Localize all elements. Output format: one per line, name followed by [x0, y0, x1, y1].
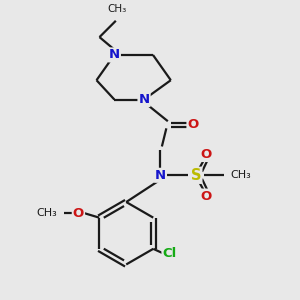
Text: CH₃: CH₃ — [230, 170, 251, 180]
Text: S: S — [191, 168, 201, 183]
Text: N: N — [155, 169, 166, 182]
Text: CH₃: CH₃ — [108, 4, 127, 14]
Text: CH₃: CH₃ — [37, 208, 58, 218]
Text: O: O — [201, 148, 212, 161]
Text: N: N — [109, 48, 120, 62]
Text: N: N — [139, 93, 150, 106]
Text: O: O — [188, 118, 199, 131]
Text: Cl: Cl — [163, 247, 177, 260]
Text: O: O — [201, 190, 212, 202]
Text: O: O — [73, 207, 84, 220]
